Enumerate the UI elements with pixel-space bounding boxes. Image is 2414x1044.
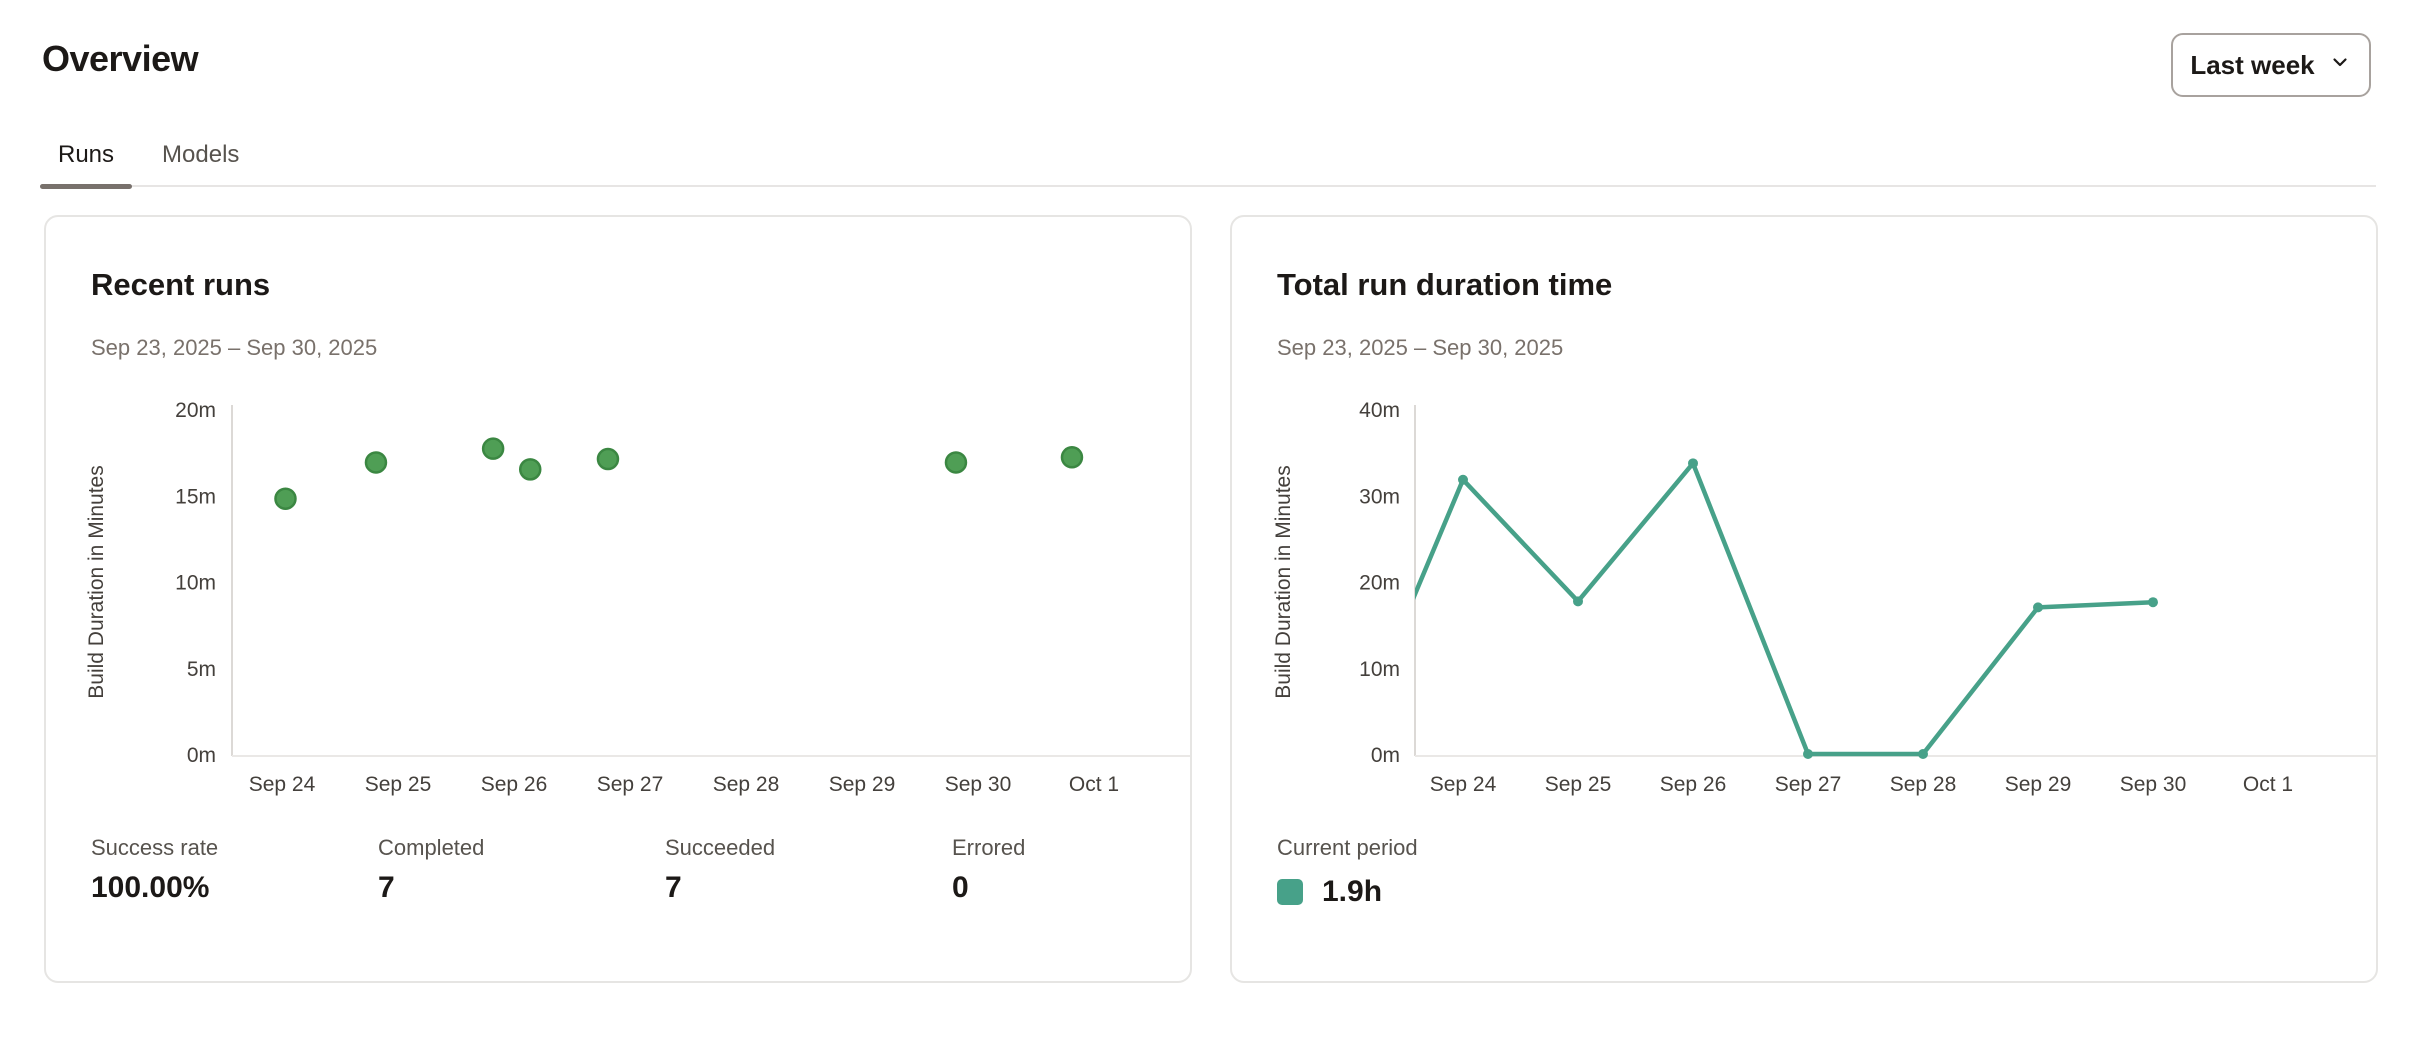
run-duration-chart: 0m 10m 20m 30m 40m Sep 24 Sep 25 Sep 26 Sep 27 Se…	[1272, 399, 2376, 796]
tab-runs-label: Runs	[58, 141, 115, 168]
svg-text:Sep 30: Sep 30	[945, 773, 1012, 796]
svg-text:Sep 25: Sep 25	[1545, 773, 1612, 796]
svg-text:20m: 20m	[1359, 572, 1400, 595]
chevron-down-icon	[2328, 50, 2352, 81]
svg-text:Sep 28: Sep 28	[713, 773, 780, 796]
tab-models-label: Models	[162, 141, 240, 168]
svg-text:Build Duration in Minutes: Build Duration in Minutes	[1272, 465, 1295, 698]
stat-label: Completed	[378, 835, 485, 860]
svg-text:0m: 0m	[1371, 744, 1400, 767]
svg-text:40m: 40m	[1359, 399, 1400, 422]
tab-bar: Runs Models	[40, 131, 257, 189]
svg-text:10m: 10m	[1359, 658, 1400, 681]
svg-text:Sep 24: Sep 24	[1430, 773, 1497, 796]
period-selector-label: Last week	[2190, 49, 2315, 80]
svg-text:Build Duration in Minutes: Build Duration in Minutes	[85, 465, 108, 698]
card-date-range: Sep 23, 2025 – Sep 30, 2025	[1277, 335, 1564, 360]
stat-value: 7	[378, 871, 395, 904]
legend-swatch	[1277, 879, 1303, 905]
svg-text:Sep 26: Sep 26	[481, 773, 548, 796]
svg-text:Sep 27: Sep 27	[1775, 773, 1842, 796]
stat-errored: Errored 0	[952, 835, 1239, 905]
svg-text:20m: 20m	[175, 399, 216, 422]
card-title: Recent runs	[91, 267, 271, 302]
svg-text:30m: 30m	[1359, 485, 1400, 508]
stat-value: 0	[952, 871, 969, 904]
stat-label: Success rate	[91, 835, 219, 860]
svg-text:15m: 15m	[175, 485, 216, 508]
card-date-range: Sep 23, 2025 – Sep 30, 2025	[91, 335, 378, 360]
svg-text:Sep 26: Sep 26	[1660, 773, 1727, 796]
stat-completed: Completed 7	[378, 835, 665, 905]
legend-value: 1.9h	[1322, 875, 1383, 908]
run-duration-card: Total run duration time Sep 23, 2025 – S…	[1230, 215, 2378, 983]
svg-text:Sep 24: Sep 24	[249, 773, 316, 796]
tab-models[interactable]: Models	[144, 131, 257, 189]
svg-text:Sep 28: Sep 28	[1890, 773, 1957, 796]
svg-text:Sep 30: Sep 30	[2120, 773, 2187, 796]
stat-success-rate: Success rate 100.00%	[91, 835, 378, 905]
stats-row: Success rate 100.00% Completed 7 Succeed…	[91, 835, 1239, 905]
tabs-divider	[40, 185, 2376, 187]
tab-runs[interactable]: Runs	[40, 131, 133, 189]
svg-text:Sep 29: Sep 29	[2005, 773, 2072, 796]
recent-runs-chart: 0m 5m 10m 15m 20m Sep 24 Sep 25 Sep 26 Sep 27 Sep…	[85, 399, 1190, 796]
svg-text:Oct 1: Oct 1	[1069, 773, 1119, 796]
stat-succeeded: Succeeded 7	[665, 835, 952, 905]
stat-label: Succeeded	[665, 835, 776, 860]
stat-value: 100.00%	[91, 871, 210, 904]
stat-label: Errored	[952, 835, 1026, 860]
svg-text:10m: 10m	[175, 572, 216, 595]
svg-text:Sep 25: Sep 25	[365, 773, 432, 796]
recent-runs-card: Recent runs Sep 23, 2025 – Sep 30, 2025 …	[44, 215, 1192, 983]
card-title: Total run duration time	[1277, 267, 1613, 302]
svg-text:Sep 27: Sep 27	[597, 773, 664, 796]
svg-text:5m: 5m	[187, 658, 216, 681]
period-selector-button[interactable]: Last week	[2171, 33, 2371, 97]
svg-text:0m: 0m	[187, 744, 216, 767]
legend-label: Current period	[1277, 835, 1418, 860]
svg-text:Oct 1: Oct 1	[2243, 773, 2293, 796]
stat-value: 7	[665, 871, 682, 904]
chart-legend: Current period 1.9h	[1277, 835, 1418, 909]
page-title: Overview	[42, 38, 199, 79]
svg-text:Sep 29: Sep 29	[829, 773, 896, 796]
